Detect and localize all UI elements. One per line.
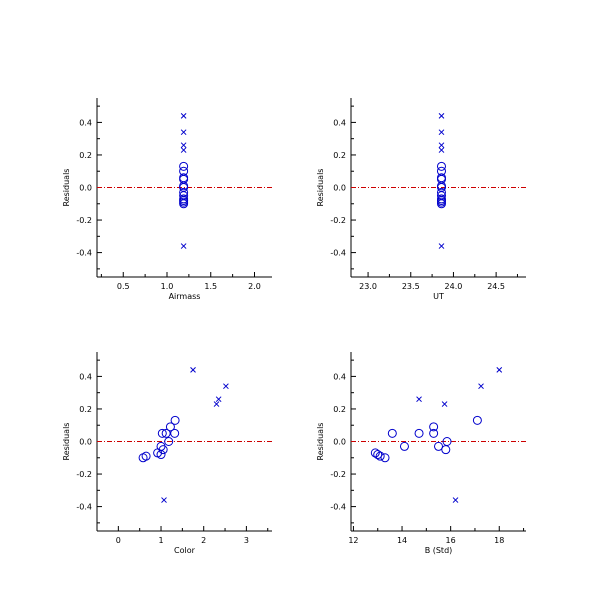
data-point-circle bbox=[170, 415, 180, 425]
x-tick-label: 23.5 bbox=[402, 282, 420, 291]
data-point-x bbox=[441, 401, 448, 407]
data-point-circle bbox=[380, 453, 390, 463]
x-tick-label: 24.0 bbox=[445, 282, 463, 291]
data-point-x bbox=[215, 396, 222, 403]
data-point-circle bbox=[429, 428, 439, 438]
data-point-circle bbox=[141, 451, 151, 461]
data-point-x bbox=[438, 147, 445, 153]
data-point-x bbox=[213, 401, 220, 407]
plot-airmass: -0.4 -0.2 0.0 0.2 0.4 0.5 1.0 1.5 2.0 Airmass Resi… bbox=[62, 98, 272, 301]
data-point-circle bbox=[370, 448, 380, 458]
x-tick-label: 18 bbox=[494, 536, 504, 545]
data-point-circle bbox=[161, 428, 171, 438]
x-tick-label: 1.0 bbox=[161, 282, 174, 291]
x-tick-label: 2 bbox=[201, 536, 206, 545]
y-tick-label: 0.4 bbox=[79, 372, 92, 381]
data-point-circle bbox=[179, 161, 189, 171]
data-point-x bbox=[180, 243, 187, 249]
x-tick-label: 0.5 bbox=[117, 282, 130, 291]
y-tick-label: 0.0 bbox=[79, 184, 92, 193]
y-tick-label: -0.4 bbox=[76, 249, 92, 258]
x-tick-label: 16 bbox=[446, 536, 456, 545]
y-tick-label: -0.4 bbox=[330, 503, 346, 512]
y-tick-label: -0.4 bbox=[76, 503, 92, 512]
y-tick-label: 0.0 bbox=[333, 438, 346, 447]
data-point-circle bbox=[434, 441, 443, 451]
data-point-circle bbox=[399, 441, 409, 451]
data-point-x bbox=[180, 142, 187, 149]
data-point-circle bbox=[373, 450, 383, 460]
x-tick-label: 14 bbox=[397, 536, 407, 545]
data-point-circle bbox=[164, 437, 174, 446]
x-tick-label: 23.0 bbox=[359, 282, 377, 291]
data-point-x bbox=[161, 497, 167, 503]
y-tick-label: 0.2 bbox=[333, 151, 346, 160]
data-point-circle bbox=[375, 451, 385, 461]
y-axis-label: Residuals bbox=[62, 423, 71, 461]
data-point-circle bbox=[387, 428, 397, 438]
x-tick-label: 12 bbox=[348, 536, 358, 545]
x-axis-label: B (Std) bbox=[425, 546, 453, 555]
data-point-x bbox=[180, 147, 187, 153]
x-tick-label: 1.5 bbox=[204, 282, 217, 291]
data-point-circle bbox=[414, 428, 424, 438]
y-tick-label: 0.4 bbox=[333, 118, 346, 127]
x-tick-label: 2.0 bbox=[248, 282, 261, 291]
data-point-x bbox=[180, 129, 187, 136]
y-tick-label: -0.2 bbox=[76, 470, 92, 479]
data-point-circle bbox=[157, 428, 167, 438]
y-axis-label: Residuals bbox=[62, 169, 71, 207]
plot-ut: -0.4 -0.2 0.0 0.2 0.4 23.0 23.5 24.0 24.5 UT Resid… bbox=[316, 98, 526, 301]
y-tick-label: -0.2 bbox=[330, 470, 346, 479]
y-tick-label: -0.2 bbox=[330, 216, 346, 225]
data-point-x bbox=[438, 142, 445, 149]
data-point-x bbox=[496, 367, 503, 373]
data-point-circle bbox=[436, 161, 446, 171]
data-point-x bbox=[478, 383, 484, 390]
data-point-circle bbox=[158, 445, 168, 455]
y-tick-label: 0.0 bbox=[79, 438, 92, 447]
y-tick-label: 0.4 bbox=[79, 118, 92, 127]
data-point-x bbox=[438, 243, 445, 249]
x-tick-label: 3 bbox=[244, 536, 249, 545]
data-point-x bbox=[438, 113, 445, 119]
data-point-circle bbox=[472, 415, 482, 425]
y-tick-label: 0.2 bbox=[333, 405, 346, 414]
data-point-x bbox=[452, 497, 459, 503]
data-point-x bbox=[190, 367, 196, 373]
data-point-x bbox=[223, 383, 229, 390]
data-point-circle bbox=[165, 422, 175, 432]
data-point-x bbox=[180, 113, 187, 119]
x-axis-label: UT bbox=[433, 292, 444, 301]
data-point-circle bbox=[442, 437, 452, 446]
y-axis-label: Residuals bbox=[316, 169, 325, 207]
plot-color: -0.4 -0.2 0.0 0.2 0.4 0 1 2 3 Color Residuals bbox=[62, 352, 272, 555]
x-tick-label: 0 bbox=[116, 536, 121, 545]
data-point-x bbox=[416, 396, 422, 403]
y-tick-label: 0.0 bbox=[333, 184, 346, 193]
y-tick-label: -0.4 bbox=[330, 249, 346, 258]
y-axis-label: Residuals bbox=[316, 423, 325, 461]
y-tick-label: 0.2 bbox=[79, 151, 92, 160]
data-point-circle bbox=[436, 199, 446, 209]
x-axis-label: Color bbox=[174, 546, 196, 555]
x-axis-label: Airmass bbox=[169, 292, 201, 301]
y-tick-label: 0.4 bbox=[333, 372, 346, 381]
data-point-circle bbox=[429, 422, 439, 432]
data-point-circle bbox=[441, 445, 451, 455]
x-tick-label: 1 bbox=[158, 536, 163, 545]
data-point-circle bbox=[170, 428, 180, 438]
data-point-x bbox=[438, 129, 445, 136]
plot-b-std: -0.4 -0.2 0.0 0.2 0.4 12 14 16 18 B (Std) Residual… bbox=[316, 352, 526, 555]
x-tick-label: 24.5 bbox=[487, 282, 505, 291]
y-tick-label: -0.2 bbox=[76, 216, 92, 225]
data-point-circle bbox=[179, 199, 189, 209]
y-tick-label: 0.2 bbox=[79, 405, 92, 414]
